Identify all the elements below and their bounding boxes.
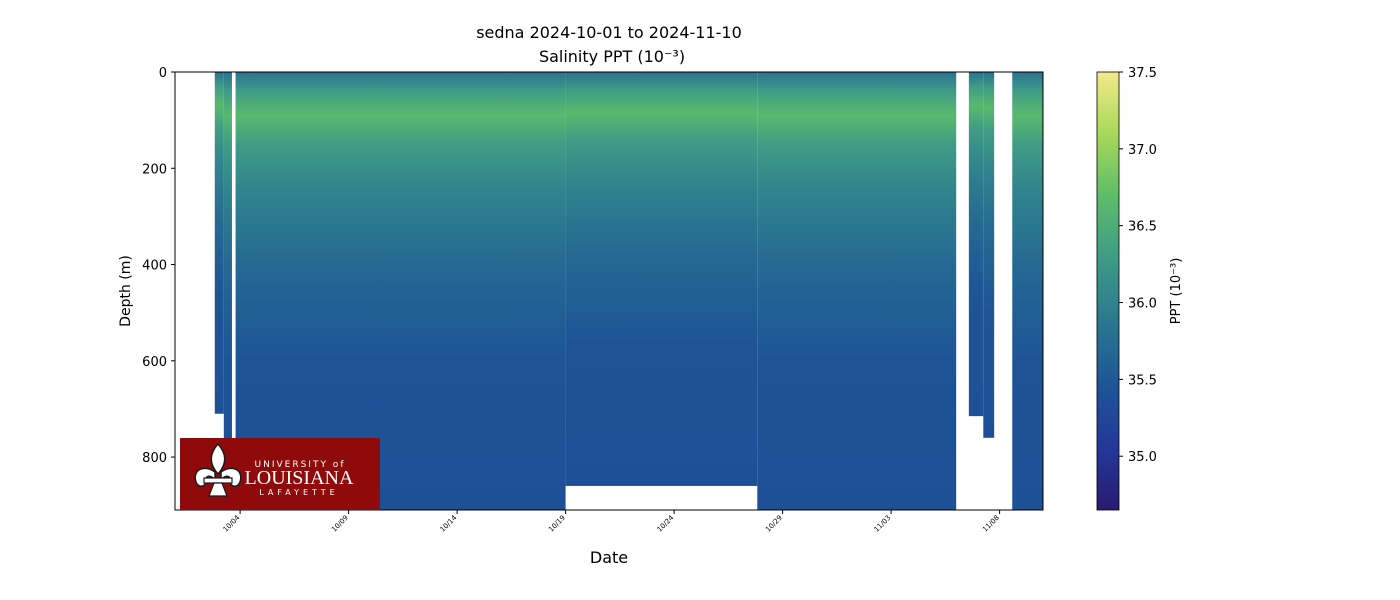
y-axis: 0 200 400 600 800 [142,66,175,466]
heatmap-segment-4 [565,72,758,486]
x-tick-label: 10/29 [764,514,784,534]
x-tick-label: 10/04 [222,513,242,533]
x-tick-label: 10/14 [439,513,459,533]
colorbar-tick-label: 37.0 [1128,143,1157,158]
colorbar-tick-label: 37.5 [1128,66,1157,81]
x-tick-label: 11/08 [981,514,1001,534]
fleur-de-lis-icon [194,442,242,497]
x-tick-label: 10/24 [656,513,676,533]
logo-line3: LAFAYETTE [259,488,338,497]
colorbar [1096,71,1120,511]
heatmap-segment-6 [968,72,984,417]
colorbar-tick-label: 36.0 [1128,297,1157,312]
heatmap-segment-7 [983,72,995,438]
x-tick-label: 11/03 [873,514,893,534]
y-tick-label: 200 [142,162,167,177]
colorbar-tick-label: 35.5 [1128,373,1157,388]
heatmap-area [214,72,1043,510]
x-tick-label: 10/09 [330,514,350,534]
x-axis-label: Date [590,548,628,567]
heatmap-segment-8 [1012,72,1043,510]
plot-frame [174,71,1044,511]
logo-line1: UNIVERSITY of [255,460,346,470]
colorbar-axis: 35.0 35.5 36.0 36.5 37.0 37.5 [1119,66,1157,465]
y-tick-label: 400 [142,259,167,274]
heatmap-segment-2 [223,72,232,510]
y-tick-label: 0 [159,66,167,81]
y-tick-label: 600 [142,355,167,370]
colorbar-tick-label: 36.5 [1128,220,1157,235]
logo-line2: LOUISIANA [245,467,354,489]
x-tick-label: 10/19 [547,514,567,534]
heatmap-segment-3 [235,72,566,510]
colorbar-label: PPT (10⁻³) [1169,258,1184,325]
university-logo: UNIVERSITY of LOUISIANA LAFAYETTE [180,438,380,510]
y-axis-label: Depth (m) [118,255,134,327]
x-axis: 10/04 10/09 10/14 10/19 10/24 10/29 11/03 11/08 [222,510,1001,534]
colorbar-tick-label: 35.0 [1128,450,1157,465]
heatmap-segment-1 [214,72,224,414]
y-tick-label: 800 [142,451,167,466]
chart-subtitle: Salinity PPT (10⁻³) [539,47,685,66]
chart-title: sedna 2024-10-01 to 2024-11-10 [476,23,742,42]
heatmap-segment-5 [757,72,957,510]
